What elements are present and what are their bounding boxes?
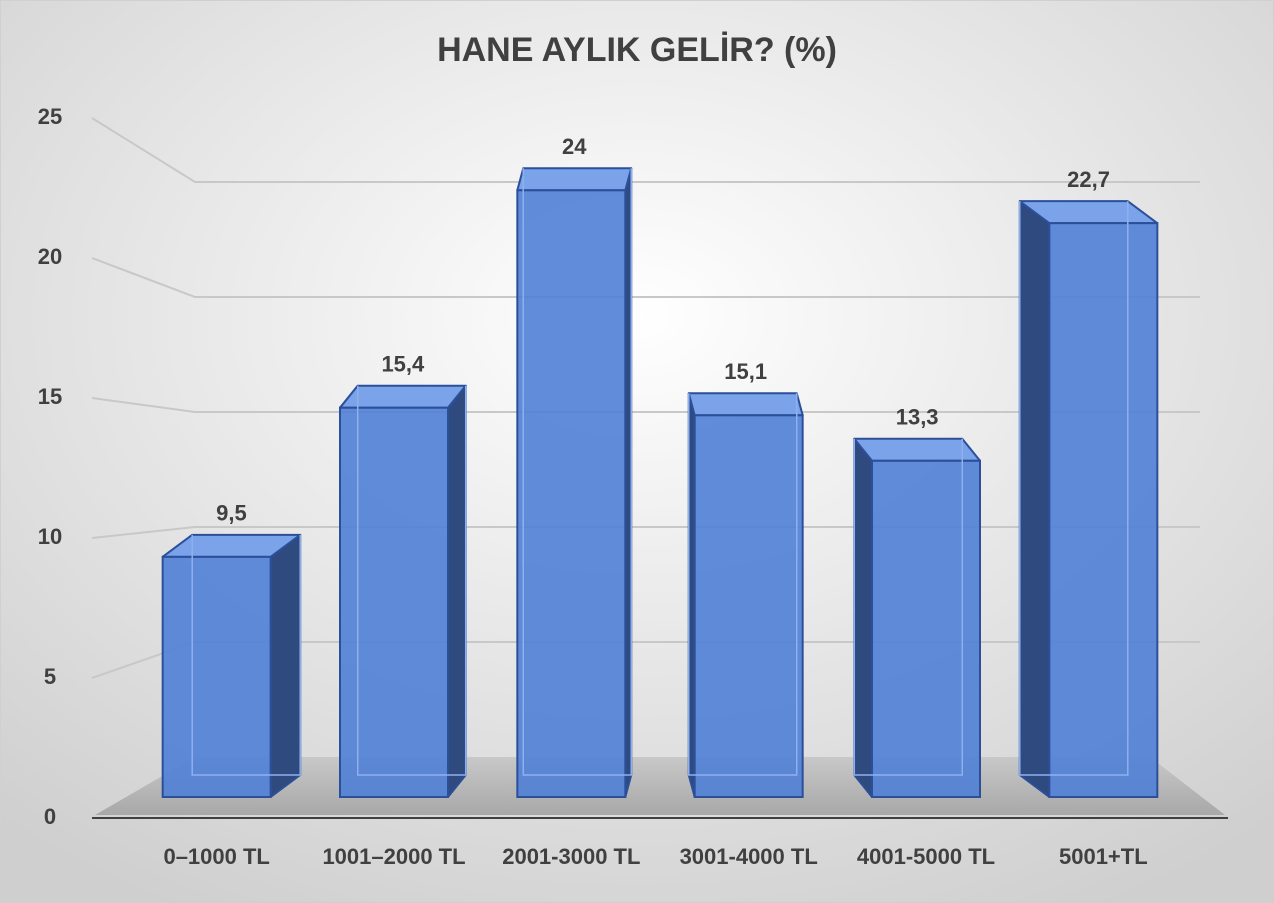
y-tick-label: 10	[38, 524, 62, 549]
bar-side	[1018, 200, 1051, 798]
x-tick-label: 3001-4000 TL	[680, 844, 818, 869]
x-tick-label: 1001–2000 TL	[322, 844, 465, 869]
bar-front	[516, 189, 627, 798]
bar-edge	[853, 438, 964, 776]
y-tick-label: 0	[44, 804, 56, 829]
data-label: 22,7	[1067, 167, 1110, 192]
x-tick-label: 2001-3000 TL	[502, 844, 640, 869]
data-label: 13,3	[896, 405, 939, 430]
data-label: 15,4	[381, 352, 425, 377]
bar	[339, 384, 467, 798]
bar	[161, 533, 302, 799]
y-tick-label: 25	[38, 104, 62, 129]
grid-line	[91, 257, 1200, 298]
bar-edge	[191, 534, 301, 776]
bar-top	[339, 384, 467, 409]
bar-top	[516, 167, 633, 192]
bar	[1018, 200, 1159, 799]
bar-front	[693, 414, 804, 798]
bar-edge	[356, 385, 467, 776]
y-tick-label: 20	[38, 244, 62, 269]
chart-title: HANE AYLIK GELİR? (%)	[437, 31, 837, 69]
grid-line	[91, 117, 1200, 183]
bar-front	[339, 406, 449, 798]
bar	[516, 167, 633, 798]
data-label: 15,1	[724, 359, 767, 384]
bar-edge	[688, 393, 798, 776]
x-tick-label: 4001-5000 TL	[857, 844, 995, 869]
bar-front	[871, 459, 981, 798]
bar-side	[853, 437, 873, 798]
bar-side	[447, 384, 467, 798]
bar-front	[161, 555, 272, 799]
y-tick-label: 15	[38, 384, 62, 409]
bar-top	[853, 437, 981, 462]
bar-edge	[522, 168, 632, 776]
data-label: 24	[562, 134, 587, 159]
bar	[853, 437, 981, 798]
grid-line	[91, 397, 1200, 413]
y-tick-label: 5	[44, 664, 56, 689]
bar	[687, 392, 804, 798]
x-tick-label: 0–1000 TL	[163, 844, 269, 869]
x-tick-label: 5001+TL	[1059, 844, 1148, 869]
data-label: 9,5	[216, 501, 247, 526]
bar-top	[687, 392, 804, 417]
bar-edge	[1019, 201, 1129, 776]
bar-front	[1048, 222, 1159, 799]
bar-side	[269, 533, 302, 798]
